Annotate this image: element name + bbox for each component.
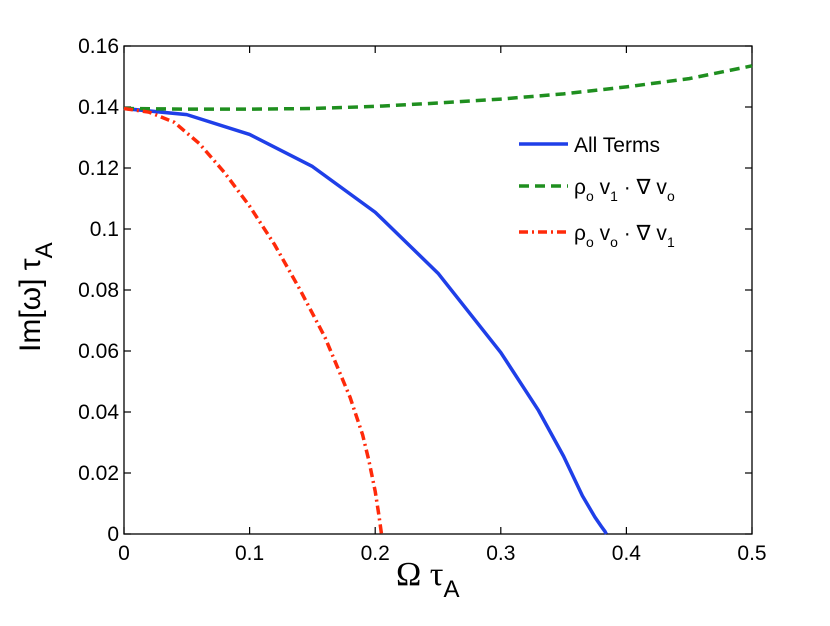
y-tick-label: 0.1: [90, 218, 119, 241]
ticks-layer: 0 0.1 0.2 0.3 0.4 0.5 0 0.02 0.04 0.06 0.08 0.1 0.12…: [78, 35, 766, 565]
x-tick-label: 0.2: [361, 542, 390, 565]
legend-label-v1-grad-vo: ρo v1 · ∇ vo: [574, 176, 675, 204]
series-layer: [123, 64, 753, 535]
y-tick-label: 0: [107, 523, 119, 546]
series-vo-grad-v1: [123, 106, 384, 535]
legend-label-vo-grad-v1: ρo vo · ∇ v1: [574, 222, 675, 250]
series-all-terms: [123, 106, 608, 535]
x-tick-label: 0.1: [235, 542, 264, 565]
x-tick-label: 0.3: [486, 542, 515, 565]
legend-label-all-terms: All Terms: [574, 134, 660, 157]
y-axis-title: Im[ω] τA: [14, 242, 58, 352]
y-tick-label: 0.12: [78, 157, 119, 180]
y-tick-label: 0.08: [78, 279, 119, 302]
series-v1-grad-vo: [123, 64, 753, 111]
legend: All Terms ρo v1 · ∇ vo ρo vo · ∇ v1: [519, 134, 675, 250]
x-tick-label: 0: [118, 542, 130, 565]
y-tick-label: 0.14: [78, 96, 119, 119]
y-tick-label: 0.04: [78, 401, 119, 424]
plot-area: [123, 45, 753, 535]
y-tick-label: 0.02: [78, 462, 119, 485]
x-axis-title: Ω τA: [396, 556, 459, 603]
y-tick-label: 0.16: [78, 35, 119, 58]
y-tick-label: 0.06: [78, 340, 119, 363]
x-tick-label: 0.5: [737, 542, 766, 565]
x-tick-label: 0.4: [612, 542, 642, 565]
